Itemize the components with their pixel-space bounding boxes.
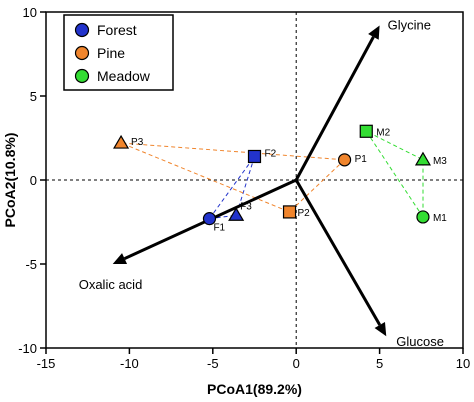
vector-arrowhead-icon bbox=[368, 25, 380, 40]
loading-vectors: Glycine Glucose Oxalic acid bbox=[79, 17, 444, 349]
hull-meadow bbox=[364, 130, 424, 219]
group-hulls bbox=[120, 130, 424, 220]
legend-marker-meadow bbox=[74, 68, 90, 84]
x-axis-title: PCoA1(89.2%) bbox=[207, 381, 302, 397]
point-f3 bbox=[228, 207, 245, 221]
legend: Forest Pine Meadow bbox=[63, 14, 174, 91]
vector-arrowhead-icon bbox=[112, 253, 128, 265]
point-label: P3 bbox=[131, 137, 144, 148]
point-m1 bbox=[416, 210, 430, 224]
hull-pine bbox=[120, 142, 346, 213]
x-tick-label: 5 bbox=[376, 356, 383, 371]
vector-label: Glycine bbox=[388, 17, 431, 32]
point-f2 bbox=[247, 149, 262, 164]
point-label: F1 bbox=[213, 223, 225, 234]
point-label: M3 bbox=[433, 156, 447, 167]
vector-glycine bbox=[294, 36, 375, 181]
legend-label: Pine bbox=[97, 45, 125, 61]
vector-glucose bbox=[294, 179, 382, 326]
vector-label: Oxalic acid bbox=[79, 277, 143, 292]
point-label: F2 bbox=[265, 148, 277, 159]
point-label: F3 bbox=[240, 201, 252, 212]
x-tick-label: -10 bbox=[120, 356, 139, 371]
y-axis-title: PCoA2(10.8%) bbox=[2, 133, 18, 228]
point-f1 bbox=[202, 212, 217, 226]
x-tick-label: -15 bbox=[37, 356, 56, 371]
point-p1 bbox=[337, 153, 352, 167]
y-tick-label: 10 bbox=[23, 5, 37, 20]
vector-label: Glucose bbox=[396, 334, 444, 349]
legend-label: Forest bbox=[97, 22, 137, 38]
point-label: P1 bbox=[355, 154, 368, 165]
point-m2 bbox=[359, 124, 373, 138]
y-tick-label: -5 bbox=[25, 257, 37, 272]
vector-arrowhead-icon bbox=[374, 321, 387, 337]
legend-marker-pine bbox=[74, 45, 90, 61]
y-tick-label: 5 bbox=[30, 89, 37, 104]
legend-marker-forest bbox=[74, 22, 90, 38]
legend-label: Meadow bbox=[97, 68, 151, 84]
y-tick-label: -10 bbox=[18, 341, 37, 356]
sample-points: F1 F2 F3 P1 P2 P3 M1 M2 M3 bbox=[113, 124, 447, 234]
point-label: M2 bbox=[376, 127, 390, 138]
y-tick-label: 0 bbox=[30, 173, 37, 188]
point-label: P2 bbox=[298, 208, 311, 219]
point-p2 bbox=[282, 205, 297, 219]
hull-forest bbox=[208, 156, 255, 220]
x-tick-label: 10 bbox=[456, 356, 470, 371]
x-tick-label: -5 bbox=[207, 356, 219, 371]
point-p3 bbox=[113, 134, 130, 149]
axes: -15 -10 -5 0 5 101050-5-10PCoA1(89.2%)PCoA2(1… bbox=[2, 5, 470, 397]
point-label: M1 bbox=[433, 213, 447, 224]
point-m3 bbox=[414, 151, 432, 166]
x-tick-label: 0 bbox=[293, 356, 300, 371]
